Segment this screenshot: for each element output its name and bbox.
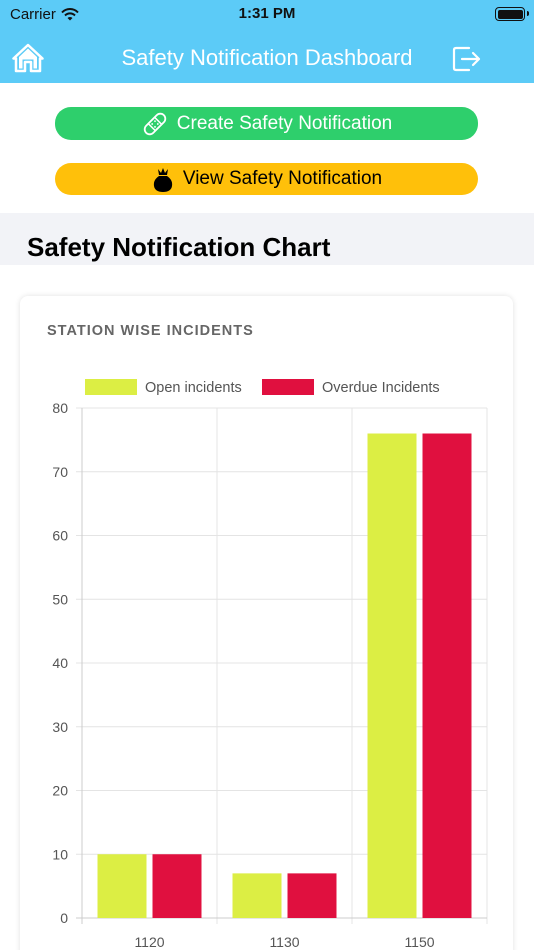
- y-tick-label: 10: [52, 846, 68, 862]
- legend-label: Open incidents: [145, 380, 242, 396]
- create-button-label: Create Safety Notification: [176, 112, 393, 134]
- bandage-icon: [143, 112, 166, 135]
- x-tick-label: 1120: [134, 934, 164, 950]
- status-time: 1:31 PM: [238, 5, 296, 22]
- home-icon[interactable]: [12, 42, 44, 74]
- y-tick-label: 20: [52, 783, 68, 799]
- bar-open-1130: [232, 873, 282, 918]
- page-title: Safety Notification Dashboard: [121, 45, 413, 70]
- bar-overdue-1120: [152, 854, 202, 918]
- wifi-icon: [61, 8, 79, 21]
- y-tick-label: 80: [52, 400, 68, 416]
- bar-overdue-1130: [287, 873, 337, 918]
- bar-overdue-1150: [422, 433, 472, 918]
- nav-bar: Safety Notification Dashboard: [0, 34, 534, 83]
- legend-label: Overdue Incidents: [322, 380, 440, 396]
- y-tick-label: 40: [52, 655, 68, 671]
- bar-open-1120: [97, 854, 147, 918]
- chart-title: STATION WISE INCIDENTS: [47, 323, 254, 339]
- legend-swatch: [85, 379, 137, 395]
- view-safety-notification-button[interactable]: View Safety Notification: [55, 163, 478, 195]
- battery-icon: [495, 7, 529, 21]
- x-tick-label: 1150: [404, 934, 434, 950]
- y-tick-label: 70: [52, 464, 68, 480]
- y-tick-label: 0: [60, 910, 68, 926]
- bar-open-1150: [367, 433, 417, 918]
- view-button-label: View Safety Notification: [182, 168, 383, 189]
- chart-section-header: Safety Notification Chart: [0, 213, 534, 265]
- app-header: Carrier 1:31 PM Safety Notification Dash…: [0, 0, 534, 83]
- section-title: Safety Notification Chart: [27, 232, 331, 262]
- legend-swatch: [262, 379, 314, 395]
- y-tick-label: 60: [52, 528, 68, 544]
- create-safety-notification-button[interactable]: Create Safety Notification: [55, 107, 478, 140]
- carrier-indicator: Carrier: [10, 6, 79, 23]
- carrier-label: Carrier: [10, 6, 56, 23]
- y-tick-label: 50: [52, 591, 68, 607]
- bag-icon: [153, 168, 173, 192]
- status-bar: Carrier 1:31 PM: [0, 0, 534, 30]
- y-tick-label: 30: [52, 719, 68, 735]
- logout-icon[interactable]: [452, 46, 482, 72]
- x-tick-label: 1130: [269, 934, 299, 950]
